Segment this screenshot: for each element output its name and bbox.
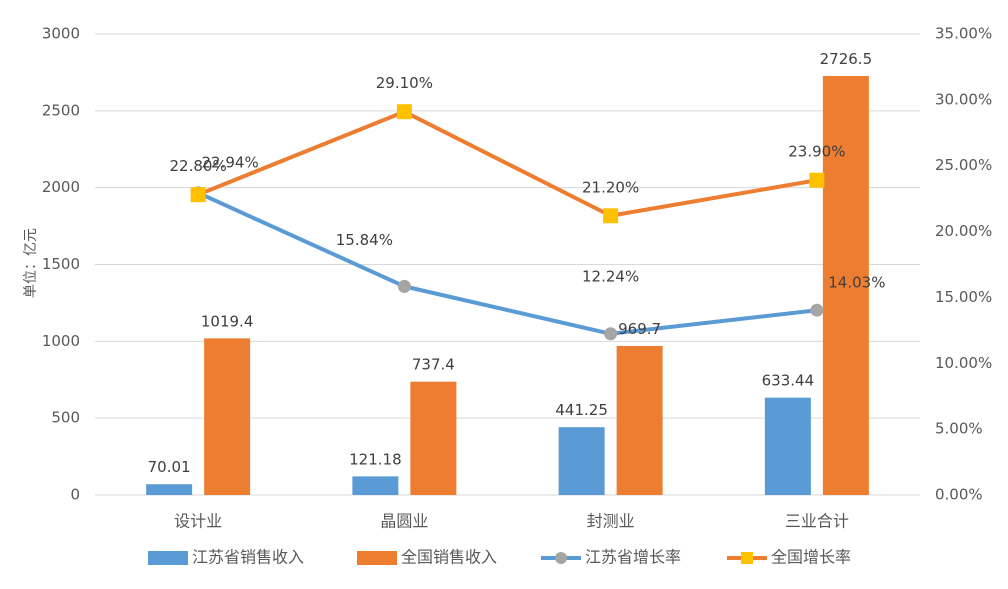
bar-data-label: 969.7 — [618, 320, 661, 338]
bar — [616, 345, 663, 495]
y2-tick-label: 10.00% — [935, 354, 992, 372]
line-data-label: 21.20% — [582, 178, 639, 196]
line-point — [604, 327, 618, 341]
y2-tick-label: 25.00% — [935, 156, 992, 174]
bar — [204, 338, 251, 495]
bar — [822, 76, 869, 495]
line-data-label: 15.84% — [336, 231, 393, 249]
y-tick-label: 500 — [51, 409, 80, 427]
series-line — [196, 190, 819, 336]
bar-data-label: 441.25 — [555, 401, 608, 419]
legend-swatch-marker — [741, 552, 753, 564]
y2-tick-label: 20.00% — [935, 222, 992, 240]
y2-tick-label: 0.00% — [935, 486, 983, 504]
y-tick-label: 2500 — [42, 101, 80, 119]
y-tick-label: 3000 — [42, 25, 80, 43]
y-axis-title: 单位：亿元 — [23, 228, 39, 298]
legend-label: 江苏省增长率 — [585, 548, 681, 567]
bar — [764, 397, 811, 495]
y-tick-label: 1000 — [42, 332, 80, 350]
legend-swatch — [357, 551, 397, 565]
legend: 江苏省销售收入 全国销售收入 江苏省增长率 全国增长率 — [148, 548, 851, 567]
category-label: 封测业 — [587, 512, 635, 531]
bar — [352, 476, 399, 495]
bar — [558, 427, 605, 495]
legend-label: 全国增长率 — [771, 548, 851, 567]
line-data-label: 22.80% — [170, 157, 227, 175]
line-point — [810, 303, 824, 317]
y2-tick-label: 30.00% — [935, 90, 992, 108]
bar-data-label: 633.44 — [762, 372, 815, 390]
y-tick-label: 1500 — [42, 255, 80, 273]
bar-data-label: 121.18 — [349, 450, 402, 468]
y2-tick-label: 35.00% — [935, 25, 992, 43]
line-point — [603, 208, 619, 224]
line-point — [190, 187, 206, 203]
y2-tick-label: 5.00% — [935, 420, 983, 438]
legend-label: 江苏省销售收入 — [192, 548, 304, 567]
line-data-label: 14.03% — [828, 274, 885, 292]
data-labels: 70.01 121.18 441.25 633.44 1019.4 737.4 969.7 2… — [148, 50, 886, 476]
bar-data-label: 1019.4 — [201, 312, 254, 330]
bar — [146, 484, 193, 495]
bar-data-label: 2726.5 — [820, 50, 873, 68]
line-point — [397, 279, 411, 293]
category-label: 设计业 — [174, 512, 222, 531]
line-data-label: 22.94% — [202, 153, 259, 171]
y2-tick-label: 15.00% — [935, 288, 992, 306]
bar-data-label: 70.01 — [148, 458, 191, 476]
category-axis: 设计业 晶圆业 封测业 三业合计 — [174, 512, 849, 531]
line-data-label: 23.90% — [788, 143, 845, 161]
y-tick-label: 0 — [70, 486, 80, 504]
category-label: 三业合计 — [785, 512, 849, 531]
left-axis: 0 500 1000 1500 2000 2500 3000 — [42, 25, 80, 504]
bar — [410, 381, 457, 495]
y-tick-label: 2000 — [42, 178, 80, 196]
right-axis: 0.00% 5.00% 10.00% 15.00% 20.00% 25.00% 30.00%… — [935, 25, 992, 504]
legend-label: 全国销售收入 — [401, 548, 497, 567]
series-line — [196, 109, 819, 218]
lines — [190, 104, 825, 341]
line-data-label: 29.10% — [376, 74, 433, 92]
category-label: 晶圆业 — [380, 512, 428, 531]
line-point — [396, 104, 412, 120]
bars — [146, 76, 869, 495]
line-data-label: 12.24% — [582, 267, 639, 285]
bar-data-label: 737.4 — [412, 356, 455, 374]
legend-swatch — [148, 551, 188, 565]
line-point — [809, 172, 825, 188]
legend-swatch-marker — [555, 552, 567, 564]
